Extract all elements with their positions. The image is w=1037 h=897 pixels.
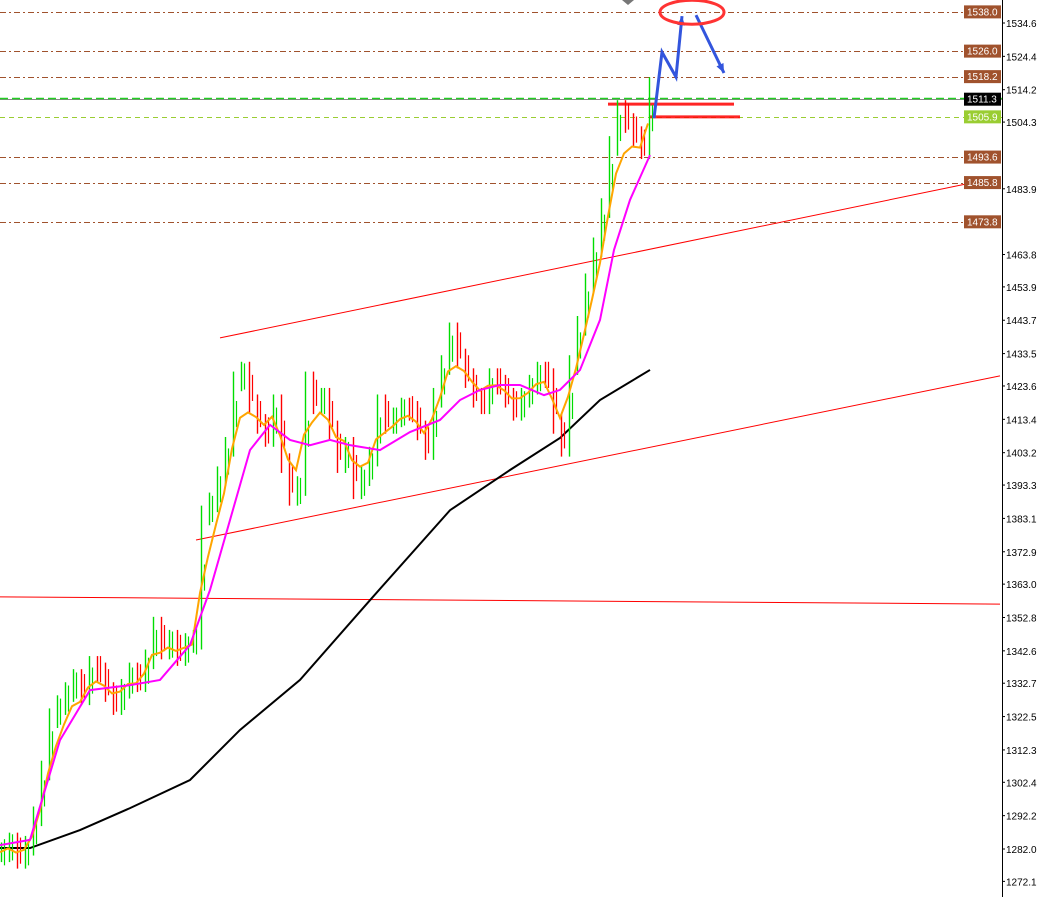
level-price-tag: [964, 110, 1001, 124]
y-tick-label: 1312.3: [1006, 746, 1037, 757]
level-price-label: 1538.0: [967, 7, 998, 18]
level-price-tag: [964, 176, 1001, 190]
y-tick-label: 1453.9: [1006, 283, 1037, 294]
level-price-label: 1526.0: [967, 47, 998, 58]
target-ellipse: [658, 0, 726, 26]
y-tick-label: 1322.5: [1006, 713, 1037, 724]
y-tick-label: 1463.8: [1006, 251, 1037, 262]
y-tick-label: 1443.7: [1006, 316, 1037, 327]
level-price-tag: [964, 92, 1001, 106]
level-price-tag: [964, 215, 1001, 229]
y-tick-label: 1383.1: [1006, 514, 1037, 525]
y-tick-label: 1302.4: [1006, 778, 1037, 789]
y-tick-label: 1524.4: [1006, 52, 1037, 63]
y-tick-label: 1423.6: [1006, 382, 1037, 393]
y-tick-label: 1372.9: [1006, 548, 1037, 559]
level-price-label: 1505.9: [967, 112, 998, 123]
slow-moving-average-line: [0, 369, 651, 850]
y-tick-label: 1433.5: [1006, 350, 1037, 361]
y-tick-label: 1282.0: [1006, 845, 1037, 856]
trendline: [219, 176, 1001, 339]
shift-marker-icon: [622, 0, 634, 5]
arrowhead-icon: [716, 63, 724, 74]
trendline: [0, 596, 1001, 605]
y-tick-label: 1413.4: [1006, 415, 1037, 426]
mid-moving-average-line: [0, 154, 651, 847]
level-price-tag: [964, 150, 1001, 164]
level-price-label: 1485.8: [967, 178, 998, 189]
y-tick-label: 1393.3: [1006, 481, 1037, 492]
level-price-tag: [964, 44, 1001, 58]
level-price-label: 1473.8: [967, 217, 998, 228]
y-tick-label: 1292.2: [1006, 812, 1037, 823]
y-tick-label: 1483.9: [1006, 185, 1037, 196]
y-tick-label: 1534.6: [1006, 19, 1037, 30]
trendline: [195, 375, 1001, 541]
y-tick-label: 1514.2: [1006, 86, 1037, 97]
projection-arrow: [652, 15, 684, 119]
y-tick-label: 1272.1: [1006, 877, 1037, 888]
y-tick-label: 1403.2: [1006, 449, 1037, 460]
y-tick-label: 1342.6: [1006, 647, 1037, 658]
level-price-label: 1511.3: [967, 95, 997, 106]
level-price-tag: [964, 5, 1001, 19]
y-tick-label: 1504.3: [1006, 118, 1037, 129]
y-tick-label: 1352.8: [1006, 613, 1037, 624]
level-price-label: 1518.2: [967, 72, 998, 83]
fast-moving-average-line: [0, 123, 649, 854]
y-tick-label: 1332.7: [1006, 679, 1037, 690]
level-price-label: 1493.6: [967, 153, 998, 164]
price-axis: [1002, 0, 1037, 897]
y-tick-label: 1363.0: [1006, 580, 1037, 591]
level-price-tag: [964, 70, 1001, 84]
